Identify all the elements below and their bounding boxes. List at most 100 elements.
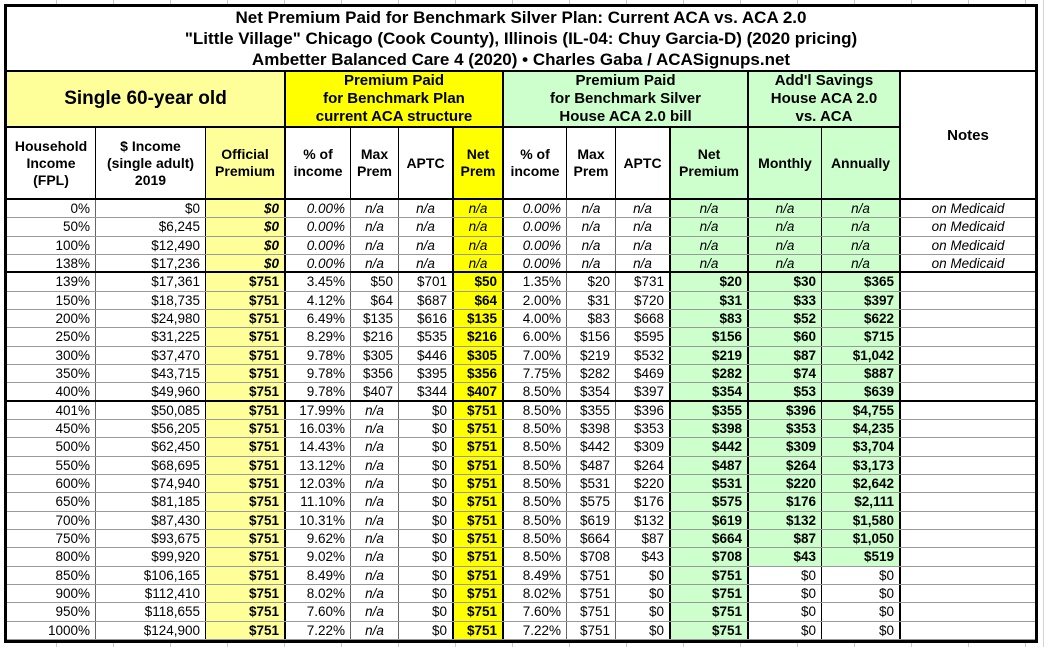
cell-savings-annually: $639 [822,383,901,400]
cell-aca-max-prem: n/a [351,474,399,493]
cell-aca-net-prem: $751 [454,419,504,438]
cell-aca20-net-premium: $575 [671,493,749,511]
cell-aca-net-prem: $751 [454,566,504,584]
cell-aca-aptc: $701 [399,273,454,291]
cell-household-income-fpl: 500% [7,438,96,456]
table-row-900%: 900% $112,410 $751 8.02% n/a $0 $751 8.02% $751 $… [7,584,1035,604]
cell-savings-monthly: $353 [749,419,822,438]
column-header-aca20-net-premium: Net Premium [671,128,749,200]
cell-aca-max-prem: n/a [351,621,399,639]
cell-notes [901,457,1035,474]
cell-notes [901,420,1035,437]
cell-aca20-net-premium: $751 [671,621,749,639]
cell-savings-monthly: $0 [749,621,822,639]
cell-aca-aptc: $0 [399,603,454,621]
cell-aca-max-prem: $305 [351,346,399,364]
cell-aca-aptc: $0 [399,438,454,456]
table-row-350%: 350% $43,715 $751 9.78% $356 $395 $356 7.75% $28… [7,364,1035,384]
cell-aca20-net-premium: $708 [671,548,749,566]
cell-savings-monthly: $0 [749,566,822,584]
cell-aca20-max-prem: n/a [567,218,616,236]
cell-aca20-net-premium: $664 [671,529,749,548]
column-header-notes: Notes [901,72,1035,200]
cell-aca20-pct-of-income: 6.00% [504,328,567,346]
cell-official-premium: $751 [206,438,286,456]
cell-income-2019: $18,735 [96,291,206,309]
column-header-aca-max-prem: Max Prem [351,128,399,200]
cell-aca-pct-of-income: 12.03% [286,474,351,493]
cell-income-2019: $74,940 [96,474,206,493]
cell-aca-net-prem: $216 [454,328,504,346]
cell-aca20-aptc: $132 [616,511,671,529]
cell-notes [901,310,1035,327]
cell-official-premium: $0 [206,200,286,218]
cell-aca-pct-of-income: 3.45% [286,273,351,291]
cell-official-premium: $751 [206,401,286,419]
cell-aca-aptc: n/a [399,218,454,236]
cell-aca20-net-premium: $354 [671,383,749,400]
cell-household-income-fpl: 850% [7,566,96,584]
cell-aca-pct-of-income: 8.02% [286,584,351,603]
cell-aca20-pct-of-income: 7.22% [504,621,567,639]
cell-income-2019: $12,490 [96,236,206,254]
cell-aca-pct-of-income: 0.00% [286,218,351,236]
cell-aca20-net-premium: $355 [671,401,749,419]
cell-notes: on Medicaid [931,237,1005,253]
premium-comparison-table: Net Premium Paid for Benchmark Silver Pl… [4,4,1038,643]
cell-aca-max-prem: n/a [351,493,399,511]
cell-aca-max-prem: n/a [351,529,399,548]
cell-aca20-aptc: $731 [616,273,671,291]
column-header-household-income-fpl: Household Income (FPL) [7,128,96,200]
cell-household-income-fpl: 550% [7,456,96,474]
cell-savings-annually: $0 [822,603,901,621]
cell-notes: on Medicaid [931,255,1005,271]
cell-aca20-net-premium: $282 [671,364,749,383]
cell-savings-annually: $397 [822,291,901,309]
column-header-official-premium: Official Premium [206,128,286,200]
cell-household-income-fpl: 950% [7,603,96,621]
cell-household-income-fpl: 138% [7,254,96,272]
table-row-950%: 950% $118,655 $751 7.60% n/a $0 $751 7.60% $751 $… [7,603,1035,622]
cell-aca20-pct-of-income: 8.50% [504,511,567,529]
cell-aca20-max-prem: $575 [567,493,616,511]
cell-aca20-max-prem: $83 [567,309,616,328]
cell-aca-net-prem: $751 [454,529,504,548]
cell-notes [901,512,1035,529]
cell-savings-monthly: $87 [749,346,822,364]
cell-aca20-pct-of-income: 7.75% [504,364,567,383]
cell-savings-monthly: $0 [749,603,822,621]
cell-aca20-net-premium: $619 [671,511,749,529]
cell-aca-max-prem: n/a [351,511,399,529]
cell-savings-annually: $0 [822,621,901,639]
cell-aca20-aptc: $0 [616,603,671,621]
cell-aca20-net-premium: $31 [671,291,749,309]
cell-savings-annually: $365 [822,273,901,291]
cell-income-2019: $6,245 [96,218,206,236]
cell-aca-net-prem: $135 [454,309,504,328]
cell-savings-annually: $0 [822,566,901,584]
cell-notes [901,292,1035,309]
cell-official-premium: $751 [206,493,286,511]
cell-aca20-max-prem: $442 [567,438,616,456]
table-row-139%: 139% $17,361 $751 3.45% $50 $701 $50 1.35% $20 $7… [7,273,1035,292]
cell-aca20-pct-of-income: 0.00% [504,200,567,218]
title-line-2: "Little Village" Chicago (Cook County), … [184,29,858,48]
cell-household-income-fpl: 139% [7,273,96,291]
cell-aca20-aptc: $43 [616,548,671,566]
cell-aca20-aptc: n/a [616,236,671,254]
cell-aca-aptc: n/a [399,200,454,218]
table-row-700%: 700% $87,430 $751 10.31% n/a $0 $751 8.50% $619 $… [7,511,1035,530]
group-header-current-aca: Premium Paid for Benchmark Plan current … [286,72,504,128]
cell-aca20-pct-of-income: 7.60% [504,603,567,621]
cell-notes [901,365,1035,382]
cell-income-2019: $99,920 [96,548,206,566]
cell-aca-aptc: $0 [399,493,454,511]
cell-notes [901,383,1035,399]
cell-savings-monthly: $220 [749,474,822,493]
table-row-500%: 500% $62,450 $751 14.43% n/a $0 $751 8.50% $442 $… [7,438,1035,457]
cell-aca-pct-of-income: 8.49% [286,566,351,584]
cell-aca-max-prem: n/a [351,548,399,566]
cell-household-income-fpl: 600% [7,474,96,493]
cell-aca-aptc: $0 [399,621,454,639]
cell-aca20-net-premium: $751 [671,566,749,584]
